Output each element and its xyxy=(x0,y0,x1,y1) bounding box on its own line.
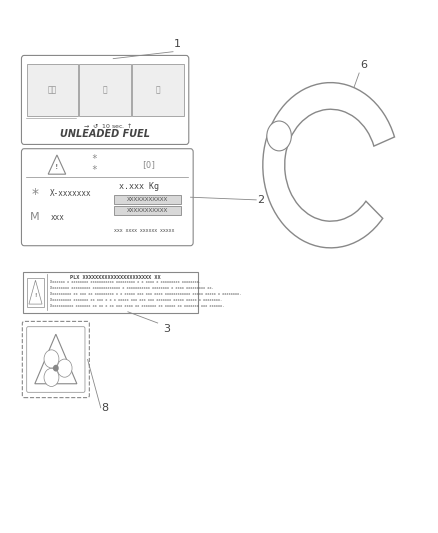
Text: 1: 1 xyxy=(174,39,181,49)
Circle shape xyxy=(57,359,72,377)
Bar xyxy=(27,64,78,116)
Text: ③: ③ xyxy=(103,85,107,94)
Bar xyxy=(114,195,180,204)
FancyBboxPatch shape xyxy=(23,272,198,313)
Text: Xxxxxxxxxx xxxxxxx xx xxx x x x xxxxx xxx xxx xxx xxxxxxx xxxxx xxxxx x xxxxxxxx: Xxxxxxxxxx xxxxxxx xx xxx x x x xxxxx xx… xyxy=(50,298,222,302)
Polygon shape xyxy=(29,280,42,304)
Text: Xxxxxxxxxx xx xxx xx xxxxxxxxx x x xxxxx xxx xxx xxxx xxxxxxxxxxxx xxxxx xxxxx x: Xxxxxxxxxx xx xxx xx xxxxxxxxx x x xxxxx… xyxy=(50,292,241,296)
Text: Xxxxxxx x xxxxxxxx xxxxxxxxxxx xxxxxxxxx x x xxxx x xxxxxxxxx xxxxxxxx.: Xxxxxxx x xxxxxxxx xxxxxxxxxxx xxxxxxxxx… xyxy=(50,280,201,284)
Text: ④: ④ xyxy=(155,85,160,94)
Bar xyxy=(114,206,180,215)
Text: ①②: ①② xyxy=(48,85,57,94)
Text: UNLEADED FUEL: UNLEADED FUEL xyxy=(60,129,150,139)
Text: XXXXXXXXXXX: XXXXXXXXXXX xyxy=(127,197,168,202)
Text: $\rightarrow$ $\circlearrowleft$ 10 sec. $\uparrow$: $\rightarrow$ $\circlearrowleft$ 10 sec.… xyxy=(82,121,133,130)
Text: 2: 2 xyxy=(257,195,264,205)
Circle shape xyxy=(267,121,291,151)
FancyBboxPatch shape xyxy=(22,321,89,398)
FancyBboxPatch shape xyxy=(21,55,189,144)
Text: xxx: xxx xyxy=(50,213,64,222)
Text: !: ! xyxy=(34,293,37,298)
Text: x.xxx Kg: x.xxx Kg xyxy=(119,182,159,191)
Polygon shape xyxy=(48,155,66,174)
Text: !: ! xyxy=(55,164,59,169)
Text: xxx xxxx xxxxxx xxxxx: xxx xxxx xxxxxx xxxxx xyxy=(114,228,174,233)
Text: M: M xyxy=(30,212,40,222)
Text: Xxxxxxxxxxx xxxxxxx xx xx x xx xxx xxxx xx xxxxxxx xx xxxxx xx xxxxxxx xxx xxxxx: Xxxxxxxxxxx xxxxxxx xx xx x xx xxx xxxx … xyxy=(50,304,224,309)
Text: [O]: [O] xyxy=(141,160,156,169)
Text: Xxxxxxxxx xxxxxxxxx xxxxxxxxxxxxx x xxxxxxxxxxx xxxxxxxx x xxxx xxxxxxxxx xx.: Xxxxxxxxx xxxxxxxxx xxxxxxxxxxxxx x xxxx… xyxy=(50,286,214,290)
Circle shape xyxy=(44,350,59,368)
Text: PLX XXXXXXXXXXXXXXXXXXXXXX XX: PLX XXXXXXXXXXXXXXXXXXXXXX XX xyxy=(70,276,160,280)
Circle shape xyxy=(44,368,59,386)
Bar xyxy=(27,278,44,307)
Text: *: * xyxy=(32,187,39,200)
Text: X-xxxxxxx: X-xxxxxxx xyxy=(50,189,92,198)
Text: 6: 6 xyxy=(360,60,367,70)
Polygon shape xyxy=(35,334,77,384)
Bar xyxy=(79,64,131,116)
Circle shape xyxy=(53,366,58,371)
FancyBboxPatch shape xyxy=(21,149,193,246)
Bar xyxy=(132,64,184,116)
Text: XXXXXXXXXXX: XXXXXXXXXXX xyxy=(127,208,168,213)
Text: *
*: * * xyxy=(91,154,97,175)
Text: 8: 8 xyxy=(102,403,109,413)
FancyBboxPatch shape xyxy=(27,327,85,392)
Text: 3: 3 xyxy=(163,325,170,334)
